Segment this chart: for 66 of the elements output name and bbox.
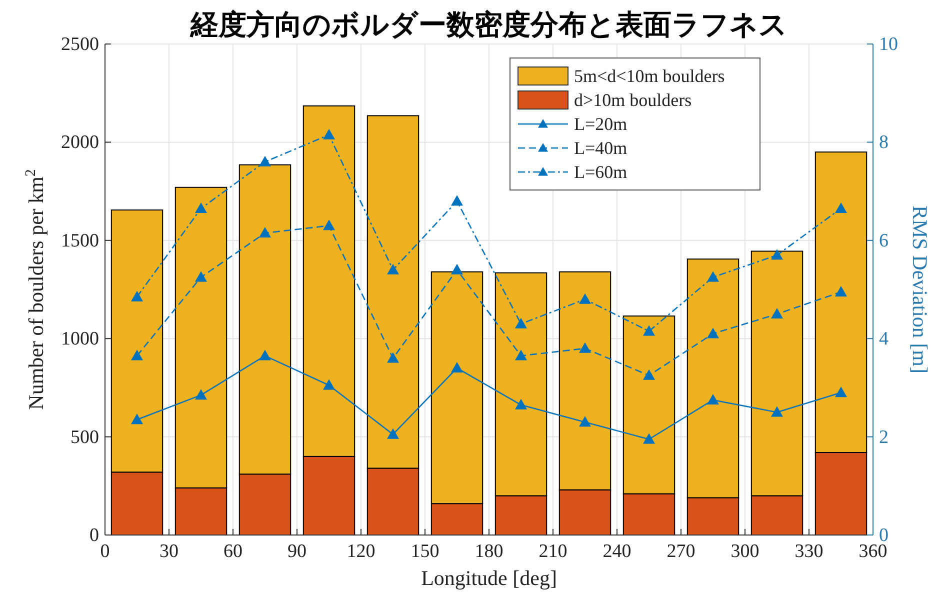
legend-label: L=40m — [574, 138, 628, 158]
y2-tick-label: 2 — [879, 426, 888, 448]
y2-axis-title: RMS Deviation [m] — [908, 206, 932, 374]
x-tick-label: 270 — [666, 541, 696, 562]
point — [515, 350, 527, 360]
point — [195, 202, 207, 213]
point — [131, 290, 143, 302]
legend-label: L=20m — [574, 114, 628, 134]
point — [643, 369, 655, 380]
point — [579, 293, 591, 304]
point — [323, 379, 335, 390]
point — [387, 264, 399, 274]
y-tick-label: 500 — [70, 426, 99, 448]
x-tick-label: 210 — [538, 541, 568, 562]
x-tick-label: 300 — [730, 541, 760, 562]
x-axis-title: Longitude [deg] — [421, 566, 557, 590]
point — [579, 416, 591, 427]
x-tick-label: 90 — [288, 541, 306, 562]
point — [771, 406, 783, 417]
point — [451, 362, 463, 373]
legend-label: 5m<d<10m boulders — [574, 66, 725, 86]
point — [323, 220, 335, 230]
point — [771, 249, 783, 260]
point — [259, 156, 271, 166]
y-tick-label: 1500 — [61, 230, 99, 252]
x-tick-label: 60 — [224, 541, 242, 562]
legend-label: L=60m — [574, 162, 628, 182]
point — [835, 286, 847, 296]
y2-tick-label: 4 — [879, 328, 889, 350]
y-tick-label: 2000 — [61, 132, 99, 154]
point — [259, 350, 271, 360]
y2-tick-label: 6 — [879, 230, 888, 252]
x-tick-label: 330 — [794, 541, 824, 562]
point — [323, 128, 335, 140]
point — [515, 318, 527, 328]
point — [195, 389, 207, 400]
point — [643, 433, 655, 444]
point — [643, 325, 655, 336]
point — [771, 308, 783, 319]
point — [195, 271, 207, 282]
x-tick-label: 240 — [602, 541, 632, 562]
point — [515, 398, 527, 410]
point — [259, 227, 271, 238]
point — [131, 414, 143, 424]
chart-title: 経度方向のボルダー数密度分布と表面ラフネス — [190, 8, 788, 41]
legend-label: d>10m boulders — [574, 90, 692, 110]
x-tick-label: 180 — [474, 541, 504, 562]
x-tick-label: 30 — [160, 541, 178, 562]
y-tick-label: 2500 — [61, 34, 99, 55]
point — [387, 428, 399, 439]
y-tick-label: 1000 — [61, 328, 99, 350]
x-tick-label: 150 — [410, 541, 440, 562]
point — [451, 264, 463, 274]
point — [707, 271, 719, 282]
point — [451, 195, 463, 206]
x-tick-label: 120 — [346, 541, 376, 562]
point — [579, 342, 591, 353]
point — [131, 350, 143, 360]
y2-tick-label: 10 — [879, 34, 898, 55]
y2-tick-label: 8 — [879, 132, 888, 154]
y-tick-label: 0 — [90, 525, 99, 546]
point — [835, 202, 847, 213]
point — [387, 352, 399, 363]
point — [707, 328, 719, 338]
point — [707, 394, 719, 404]
point — [835, 386, 847, 398]
